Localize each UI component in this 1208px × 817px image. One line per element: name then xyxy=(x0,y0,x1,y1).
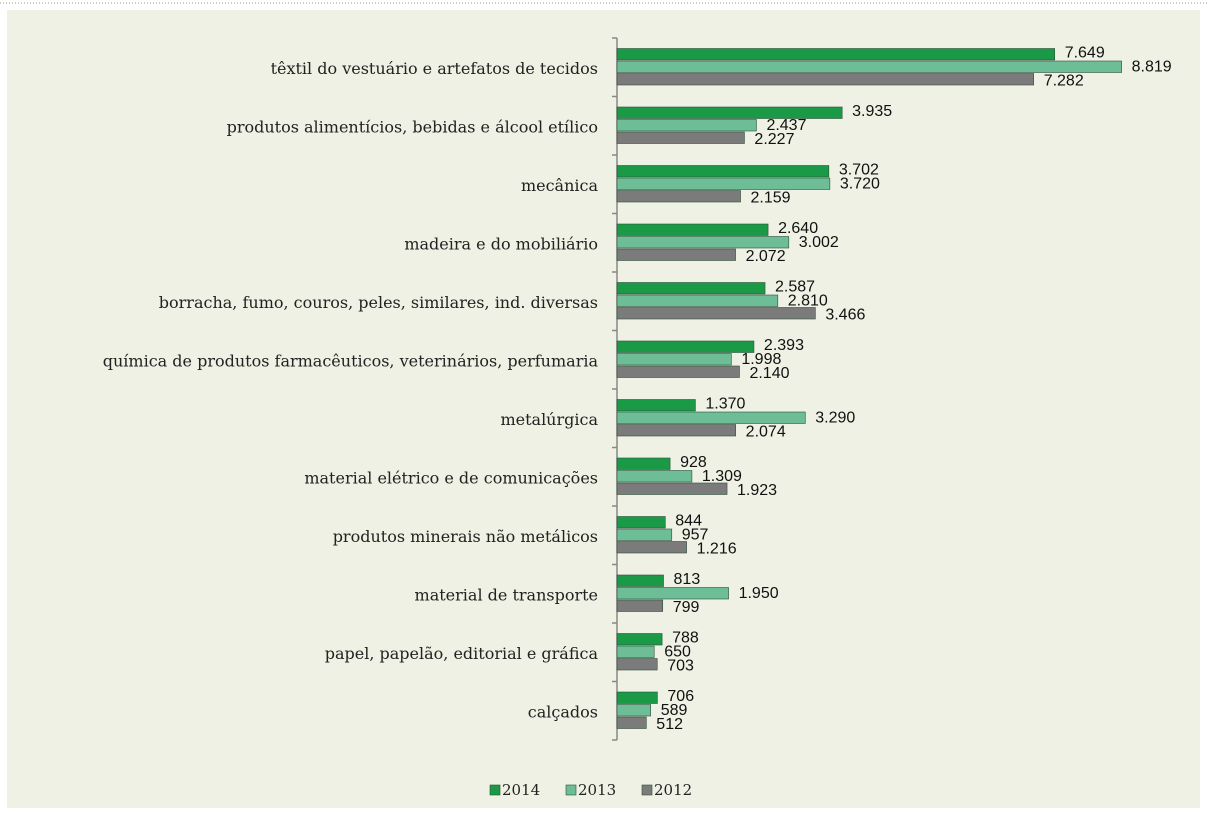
bar xyxy=(616,633,663,646)
legend-swatch xyxy=(641,784,653,796)
bar xyxy=(616,60,1122,73)
bar xyxy=(616,457,671,470)
bar xyxy=(616,282,766,295)
bar xyxy=(616,470,693,483)
category-label: produtos alimentícios, bebidas e álcool … xyxy=(227,117,598,136)
value-label: 3.720 xyxy=(840,175,880,192)
bar xyxy=(616,365,740,378)
bar xyxy=(616,190,741,203)
category-label: têxtil do vestuário e artefatos de tecid… xyxy=(271,59,598,78)
bar xyxy=(616,73,1034,86)
value-label: 703 xyxy=(667,657,694,674)
value-label: 706 xyxy=(667,688,694,705)
value-label: 512 xyxy=(656,716,683,733)
value-label: 2.437 xyxy=(766,117,806,134)
value-label: 2.587 xyxy=(775,278,815,295)
bar xyxy=(616,528,673,541)
value-label: 928 xyxy=(680,454,707,471)
bar xyxy=(616,340,755,353)
bar xyxy=(616,645,655,658)
bar xyxy=(616,119,757,132)
category-label: mecânica xyxy=(521,176,599,195)
value-label: 3.002 xyxy=(799,234,839,251)
category-label: madeira e do mobiliário xyxy=(404,234,598,253)
value-label: 1.216 xyxy=(697,540,737,557)
bar xyxy=(616,307,816,320)
category-label: material de transporte xyxy=(415,585,598,604)
bar xyxy=(616,236,790,249)
value-label: 799 xyxy=(673,599,700,616)
legend-label: 2014 xyxy=(502,781,540,799)
value-label: 3.466 xyxy=(825,306,865,323)
bar xyxy=(616,716,647,729)
bar xyxy=(616,599,664,612)
bar xyxy=(616,541,687,554)
bar xyxy=(616,165,830,178)
category-label: metalúrgica xyxy=(500,410,598,429)
bar xyxy=(616,106,843,119)
value-label: 813 xyxy=(674,571,701,588)
bar xyxy=(616,353,732,366)
value-label: 1.309 xyxy=(702,468,742,485)
bar xyxy=(616,294,779,307)
category-label: produtos minerais não metálicos xyxy=(333,527,598,546)
bar xyxy=(616,704,652,717)
value-label: 2.159 xyxy=(751,189,791,206)
bar xyxy=(616,424,736,437)
value-label: 7.649 xyxy=(1065,44,1105,61)
bar xyxy=(616,587,729,600)
value-label: 2.810 xyxy=(788,292,828,309)
value-label: 8.819 xyxy=(1132,58,1172,75)
value-label: 3.935 xyxy=(852,103,892,120)
category-label: borracha, fumo, couros, peles, similares… xyxy=(159,293,598,312)
bar xyxy=(616,177,831,190)
value-label: 2.227 xyxy=(754,131,794,148)
value-label: 650 xyxy=(664,643,691,660)
bar xyxy=(616,48,1055,61)
bar xyxy=(616,574,664,587)
value-label: 3.290 xyxy=(815,409,855,426)
category-label: calçados xyxy=(528,702,598,721)
value-label: 7.282 xyxy=(1044,72,1084,89)
plot-panel xyxy=(7,10,1200,808)
bar xyxy=(616,411,806,424)
value-label: 1.370 xyxy=(705,395,745,412)
bar xyxy=(616,399,696,412)
bar xyxy=(616,482,728,495)
legend-label: 2012 xyxy=(654,781,692,799)
value-label: 1.998 xyxy=(741,351,781,368)
value-label: 2.072 xyxy=(746,248,786,265)
value-label: 1.923 xyxy=(737,482,777,499)
bar xyxy=(616,516,666,529)
bar xyxy=(616,691,658,704)
category-label: química de produtos farmacêuticos, veter… xyxy=(103,351,599,370)
value-label: 788 xyxy=(672,629,699,646)
bar xyxy=(616,658,658,671)
bar xyxy=(616,223,769,236)
bar xyxy=(616,248,736,261)
value-label: 3.702 xyxy=(839,161,879,178)
value-label: 2.140 xyxy=(749,365,789,382)
value-label: 2.640 xyxy=(778,220,818,237)
legend-label: 2013 xyxy=(578,781,616,799)
value-label: 1.950 xyxy=(739,585,779,602)
value-label: 844 xyxy=(675,512,702,529)
value-label: 957 xyxy=(682,526,709,543)
category-label: material elétrico e de comunicações xyxy=(304,468,598,487)
legend-swatch xyxy=(565,784,577,796)
legend-swatch xyxy=(489,784,501,796)
category-label: papel, papelão, editorial e gráfica xyxy=(325,644,599,663)
value-label: 2.074 xyxy=(746,423,786,440)
value-label: 2.393 xyxy=(764,337,804,354)
value-label: 589 xyxy=(661,702,688,719)
bar xyxy=(616,131,745,144)
